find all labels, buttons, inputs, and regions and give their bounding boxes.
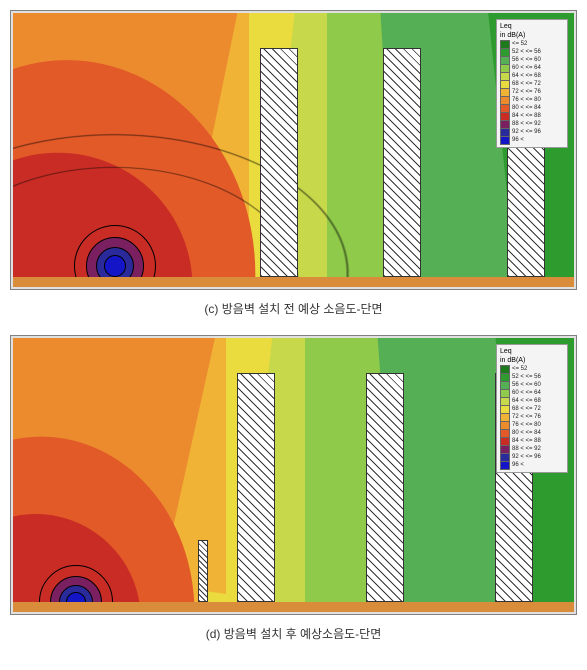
figure-d-building-1 <box>237 373 275 602</box>
legend-label: 72 < <= 76 <box>512 89 541 96</box>
legend-label: 56 < <= 60 <box>512 57 541 64</box>
legend-label: 80 < <= 84 <box>512 105 541 112</box>
legend-label: 96 < <box>512 137 524 144</box>
legend-label: 68 < <= 72 <box>512 406 541 413</box>
legend-title: Leq <box>500 23 564 31</box>
figure-c-legend: Leq in dB(A) <= 5252 < <= 5656 < <= 6060… <box>496 19 568 148</box>
legend-label: 56 < <= 60 <box>512 382 541 389</box>
legend-label: 92 < <= 96 <box>512 454 541 461</box>
figure-c-building-1 <box>260 48 298 277</box>
legend-title: Leq <box>500 348 564 356</box>
legend-unit: in dB(A) <box>500 357 564 365</box>
legend-row: 96 < <box>500 136 564 144</box>
legend-label: 64 < <= 68 <box>512 398 541 405</box>
figure-d-legend: Leq in dB(A) <= 5252 < <= 5656 < <= 6060… <box>496 344 568 473</box>
legend-label: 76 < <= 80 <box>512 422 541 429</box>
legend-label: 52 < <= 56 <box>512 374 541 381</box>
figure-c-ground <box>13 277 574 287</box>
legend-label: 88 < <= 92 <box>512 121 541 128</box>
figure-d-barrier <box>198 540 208 602</box>
legend-label: <= 52 <box>512 366 527 373</box>
legend-label: 84 < <= 88 <box>512 438 541 445</box>
legend-row: 96 < <box>500 461 564 469</box>
legend-label: 52 < <= 56 <box>512 49 541 56</box>
figure-c-plot: Leq in dB(A) <= 5252 < <= 5656 < <= 6060… <box>13 13 574 287</box>
legend-label: 64 < <= 68 <box>512 73 541 80</box>
legend-label: 96 < <box>512 462 524 469</box>
figure-d-panel: Leq in dB(A) <= 5252 < <= 5656 < <= 6060… <box>10 335 577 615</box>
legend-label: 68 < <= 72 <box>512 81 541 88</box>
figure-d-building-2 <box>366 373 404 602</box>
legend-label: 60 < <= 64 <box>512 390 541 397</box>
figure-c-caption: (c) 방음벽 설치 전 예상 소음도-단면 <box>10 300 577 317</box>
legend-label: 76 < <= 80 <box>512 97 541 104</box>
legend-label: 60 < <= 64 <box>512 65 541 72</box>
legend-label: 84 < <= 88 <box>512 113 541 120</box>
legend-label: 72 < <= 76 <box>512 414 541 421</box>
figure-c-panel: Leq in dB(A) <= 5252 < <= 5656 < <= 6060… <box>10 10 577 290</box>
figure-d-plot: Leq in dB(A) <= 5252 < <= 5656 < <= 6060… <box>13 338 574 612</box>
figure-d-ground <box>13 602 574 612</box>
legend-unit: in dB(A) <box>500 32 564 40</box>
legend-label: 92 < <= 96 <box>512 129 541 136</box>
legend-label: 88 < <= 92 <box>512 446 541 453</box>
legend-swatch <box>500 136 510 145</box>
legend-label: 80 < <= 84 <box>512 430 541 437</box>
legend-swatch <box>500 461 510 470</box>
legend-label: <= 52 <box>512 41 527 48</box>
figure-d-caption: (d) 방음벽 설치 후 예상소음도-단면 <box>10 625 577 642</box>
figure-c-building-2 <box>383 48 421 277</box>
